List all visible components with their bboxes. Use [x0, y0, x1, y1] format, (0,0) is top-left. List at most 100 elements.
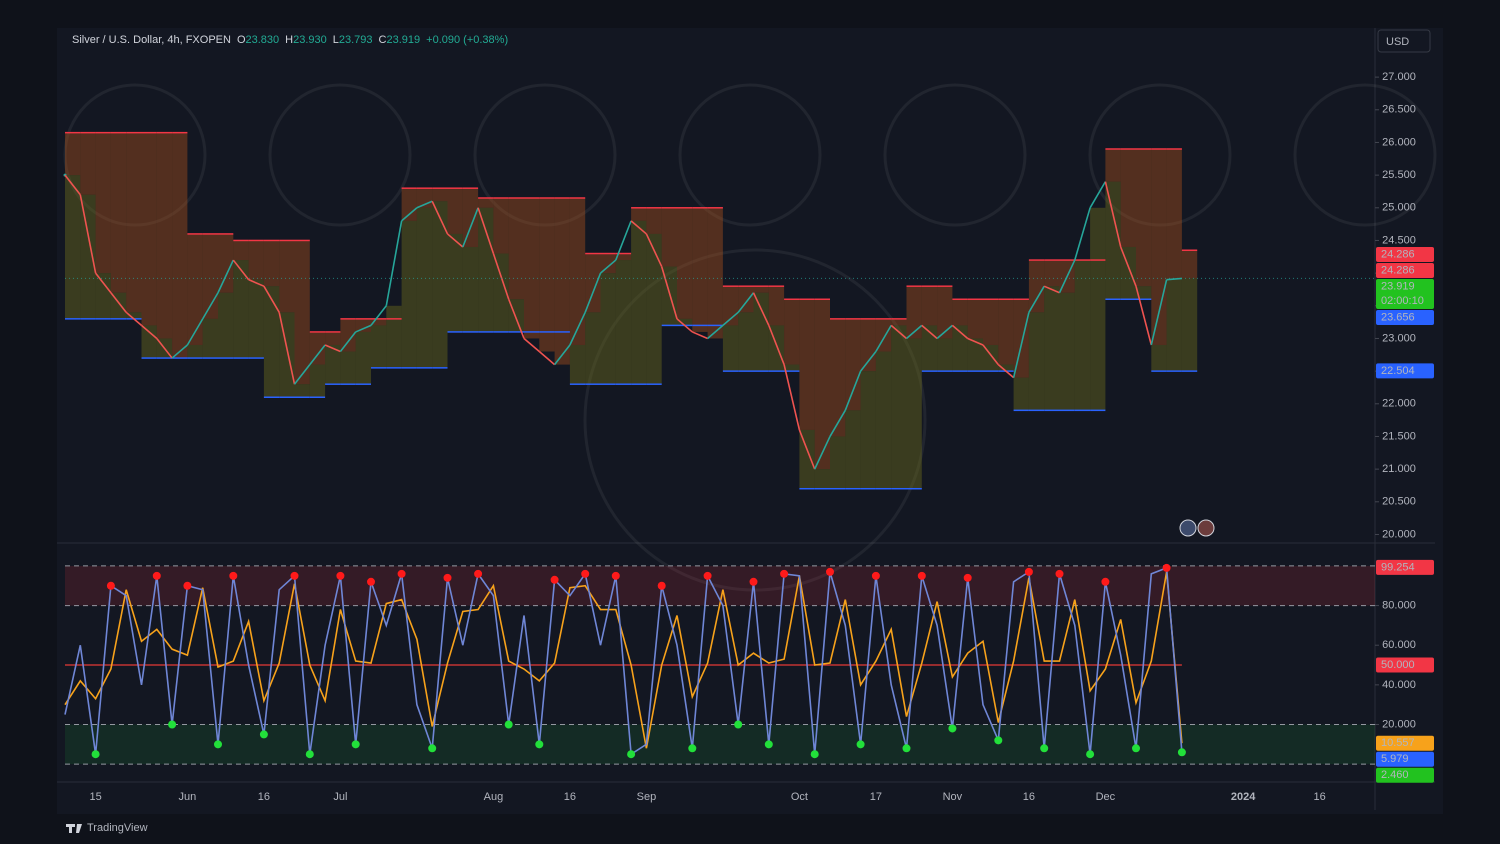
support-zone: [753, 292, 769, 372]
price-segment: [140, 324, 158, 340]
support-zone: [1181, 278, 1198, 372]
peak-dot: [581, 569, 590, 578]
support-zone: [799, 429, 815, 489]
trough-dot: [994, 736, 1003, 745]
support-zone: [187, 344, 203, 359]
resistance-zone: [524, 197, 540, 339]
resistance-zone: [248, 240, 264, 280]
o-label: O: [237, 34, 246, 46]
price-segment: [1150, 279, 1168, 346]
support-zone: [447, 233, 463, 332]
resistance-zone: [646, 207, 662, 234]
change: +0.090 (+0.38%): [426, 34, 508, 46]
price-segment: [125, 311, 143, 327]
resistance-zone: [983, 299, 999, 345]
support-zone: [631, 220, 647, 385]
support-zone: [952, 325, 968, 372]
price-segment: [339, 331, 357, 353]
resistance-zone: [585, 253, 601, 313]
resistance-zone: [937, 286, 953, 339]
price-segment: [446, 233, 464, 248]
support-zone: [845, 410, 861, 489]
support-zone: [1044, 286, 1060, 411]
price-segment: [722, 311, 739, 327]
price-marker: [1376, 309, 1434, 325]
price-segment: [630, 220, 647, 235]
price-marker: [1376, 735, 1434, 751]
y-tick-label: 40.000: [1382, 679, 1416, 691]
price-segment: [768, 325, 785, 365]
x-tick-label: 16: [564, 791, 576, 803]
support-zone: [1136, 286, 1152, 300]
o-value: 23.830: [246, 34, 280, 46]
trough-dot: [627, 750, 636, 759]
resistance-zone: [1105, 148, 1121, 182]
price-marker-label: 24.286: [1381, 264, 1415, 276]
x-tick-label: Jul: [333, 791, 347, 803]
support-zone: [478, 207, 494, 332]
resistance-zone: [631, 207, 647, 221]
trough-dot: [351, 740, 360, 749]
y-tick-label: 27.000: [1382, 71, 1416, 83]
h-value: 23.930: [293, 34, 327, 46]
resistance-zone: [830, 318, 846, 437]
price-segment: [110, 292, 127, 313]
price-segment: [385, 220, 403, 306]
trough-dot: [504, 720, 513, 729]
resistance-zone: [600, 253, 616, 274]
support-zone: [967, 338, 983, 372]
price-segment: [355, 324, 372, 333]
resistance-zone: [875, 318, 892, 352]
support-zone: [1166, 279, 1182, 372]
support-zone: [493, 253, 509, 332]
support-zone: [722, 325, 739, 372]
price-segment: [691, 331, 708, 340]
price-segment: [752, 292, 770, 326]
price-segment: [79, 194, 97, 274]
support-zone: [371, 325, 387, 368]
resistance-zone: [784, 299, 800, 365]
price-segment: [538, 350, 556, 366]
resistance-zone: [921, 286, 938, 326]
l-label: L: [333, 34, 339, 46]
c-label: C: [379, 34, 387, 46]
peak-dot: [1101, 577, 1110, 586]
support-zone: [462, 246, 479, 332]
resistance-zone: [202, 233, 218, 319]
price-marker: [1376, 767, 1434, 783]
price-marker: [1376, 262, 1434, 278]
price-segment: [737, 292, 755, 313]
trough-dot: [305, 750, 314, 759]
y-tick-label: 20.000: [1382, 528, 1416, 540]
peak-dot: [1024, 567, 1033, 576]
resistance-zone: [432, 188, 448, 202]
support-zone: [1090, 207, 1106, 411]
x-tick-label: Jun: [179, 791, 197, 803]
currency[interactable]: USD: [1386, 36, 1409, 48]
resistance-zone: [1166, 148, 1182, 280]
resistance-zone: [294, 240, 310, 385]
peak-dot: [1162, 563, 1171, 572]
price-segment: [217, 259, 235, 294]
price-segment: [1104, 181, 1122, 248]
support-zone: [921, 325, 938, 372]
trough-dot: [91, 750, 100, 759]
trough-dot: [535, 740, 544, 749]
price-marker-label: 50.000: [1381, 659, 1415, 671]
currency-button[interactable]: [1377, 29, 1431, 53]
resistance-zone: [1136, 148, 1152, 287]
resistance-zone: [355, 318, 371, 332]
x-tick-label: 16: [258, 791, 270, 803]
price-segment: [951, 324, 969, 340]
price-segment: [905, 324, 923, 340]
event-flags[interactable]: [1179, 519, 1215, 537]
price-segment: [1058, 259, 1076, 294]
peak-dot: [443, 573, 452, 582]
trough-dot: [734, 720, 743, 729]
y-tick-label: 80.000: [1382, 599, 1416, 611]
y-tick-label: 26.000: [1382, 136, 1416, 148]
resistance-zone: [554, 197, 570, 365]
legend-header: Silver / U.S. Dollar, 4h, FXOPEN O23.830 H…: [72, 34, 508, 46]
price-segment: [1119, 246, 1137, 287]
